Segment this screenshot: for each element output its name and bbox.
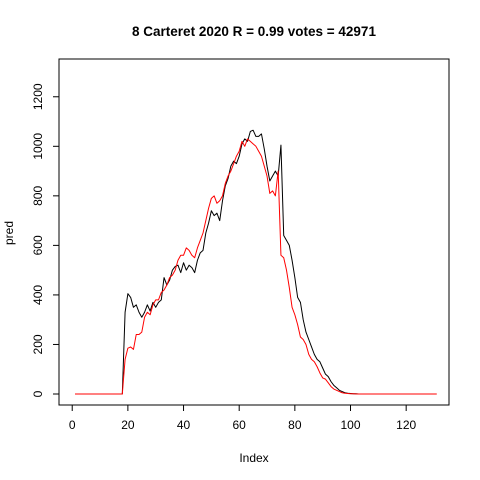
y-axis-label: pred bbox=[2, 221, 16, 245]
y-tick-label: 1000 bbox=[31, 133, 45, 160]
x-tick-label: 80 bbox=[288, 418, 302, 432]
y-axis: 0 200 400 600 800 1000 1200 bbox=[31, 83, 60, 397]
x-tick-label: 100 bbox=[340, 418, 360, 432]
series-line-1 bbox=[75, 129, 434, 395]
x-tick-label: 20 bbox=[121, 418, 135, 432]
x-tick-label: 120 bbox=[396, 418, 416, 432]
plot-area-frame bbox=[58, 58, 450, 406]
y-tick-label: 1200 bbox=[31, 83, 45, 110]
series-group bbox=[75, 129, 437, 395]
series-line-2 bbox=[75, 138, 437, 395]
x-axis-label: Index bbox=[239, 451, 268, 465]
y-tick-label: 400 bbox=[31, 285, 45, 305]
y-tick-label: 200 bbox=[31, 334, 45, 354]
x-axis: 0 20 40 60 80 100 120 bbox=[69, 404, 417, 432]
y-tick-label: 600 bbox=[31, 235, 45, 255]
y-tick-label: 800 bbox=[31, 186, 45, 206]
y-tick-label: 0 bbox=[31, 390, 45, 397]
x-tick-label: 40 bbox=[177, 418, 191, 432]
x-tick-label: 60 bbox=[233, 418, 247, 432]
chart-title: 8 Carteret 2020 R = 0.99 votes = 42971 bbox=[132, 24, 376, 39]
x-tick-label: 0 bbox=[69, 418, 76, 432]
